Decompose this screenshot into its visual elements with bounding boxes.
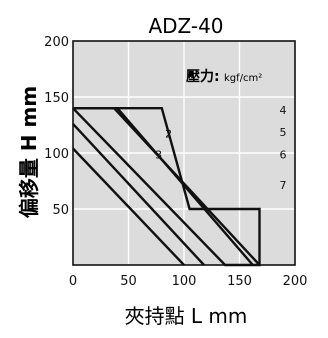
pressure-annotation: 壓力: kgf/cm²	[186, 68, 262, 85]
curve-label-2: 2	[165, 127, 172, 140]
x-tick-label: 0	[69, 274, 77, 289]
x-tick-label: 200	[283, 274, 308, 289]
chart-title: ADZ-40	[148, 14, 223, 38]
pressure-label: 壓力:	[186, 68, 220, 85]
x-axis-label: 夾持點 L mm	[125, 304, 248, 328]
series-line-6	[72, 123, 205, 266]
pressure-unit: kgf/cm²	[224, 73, 262, 84]
y-tick-label: 50	[52, 203, 69, 218]
curve-label-5: 5	[279, 126, 286, 139]
x-tick-label: 100	[172, 274, 197, 289]
curve-label-4: 4	[279, 104, 286, 117]
curve-label-3: 3	[155, 149, 162, 162]
y-tick-label: 100	[44, 147, 69, 162]
series-line-5	[89, 106, 254, 266]
y-tick-label: 200	[44, 35, 69, 50]
curve-label-7: 7	[279, 179, 286, 192]
series-line-7	[72, 147, 185, 266]
y-tick-label: 150	[44, 91, 69, 106]
curve-label-6: 6	[279, 149, 286, 162]
plot-frame	[72, 40, 296, 266]
x-tick-label: 150	[227, 274, 252, 289]
y-axis-label: 偏移量 H mm	[17, 86, 41, 218]
x-tick-label: 50	[120, 274, 137, 289]
